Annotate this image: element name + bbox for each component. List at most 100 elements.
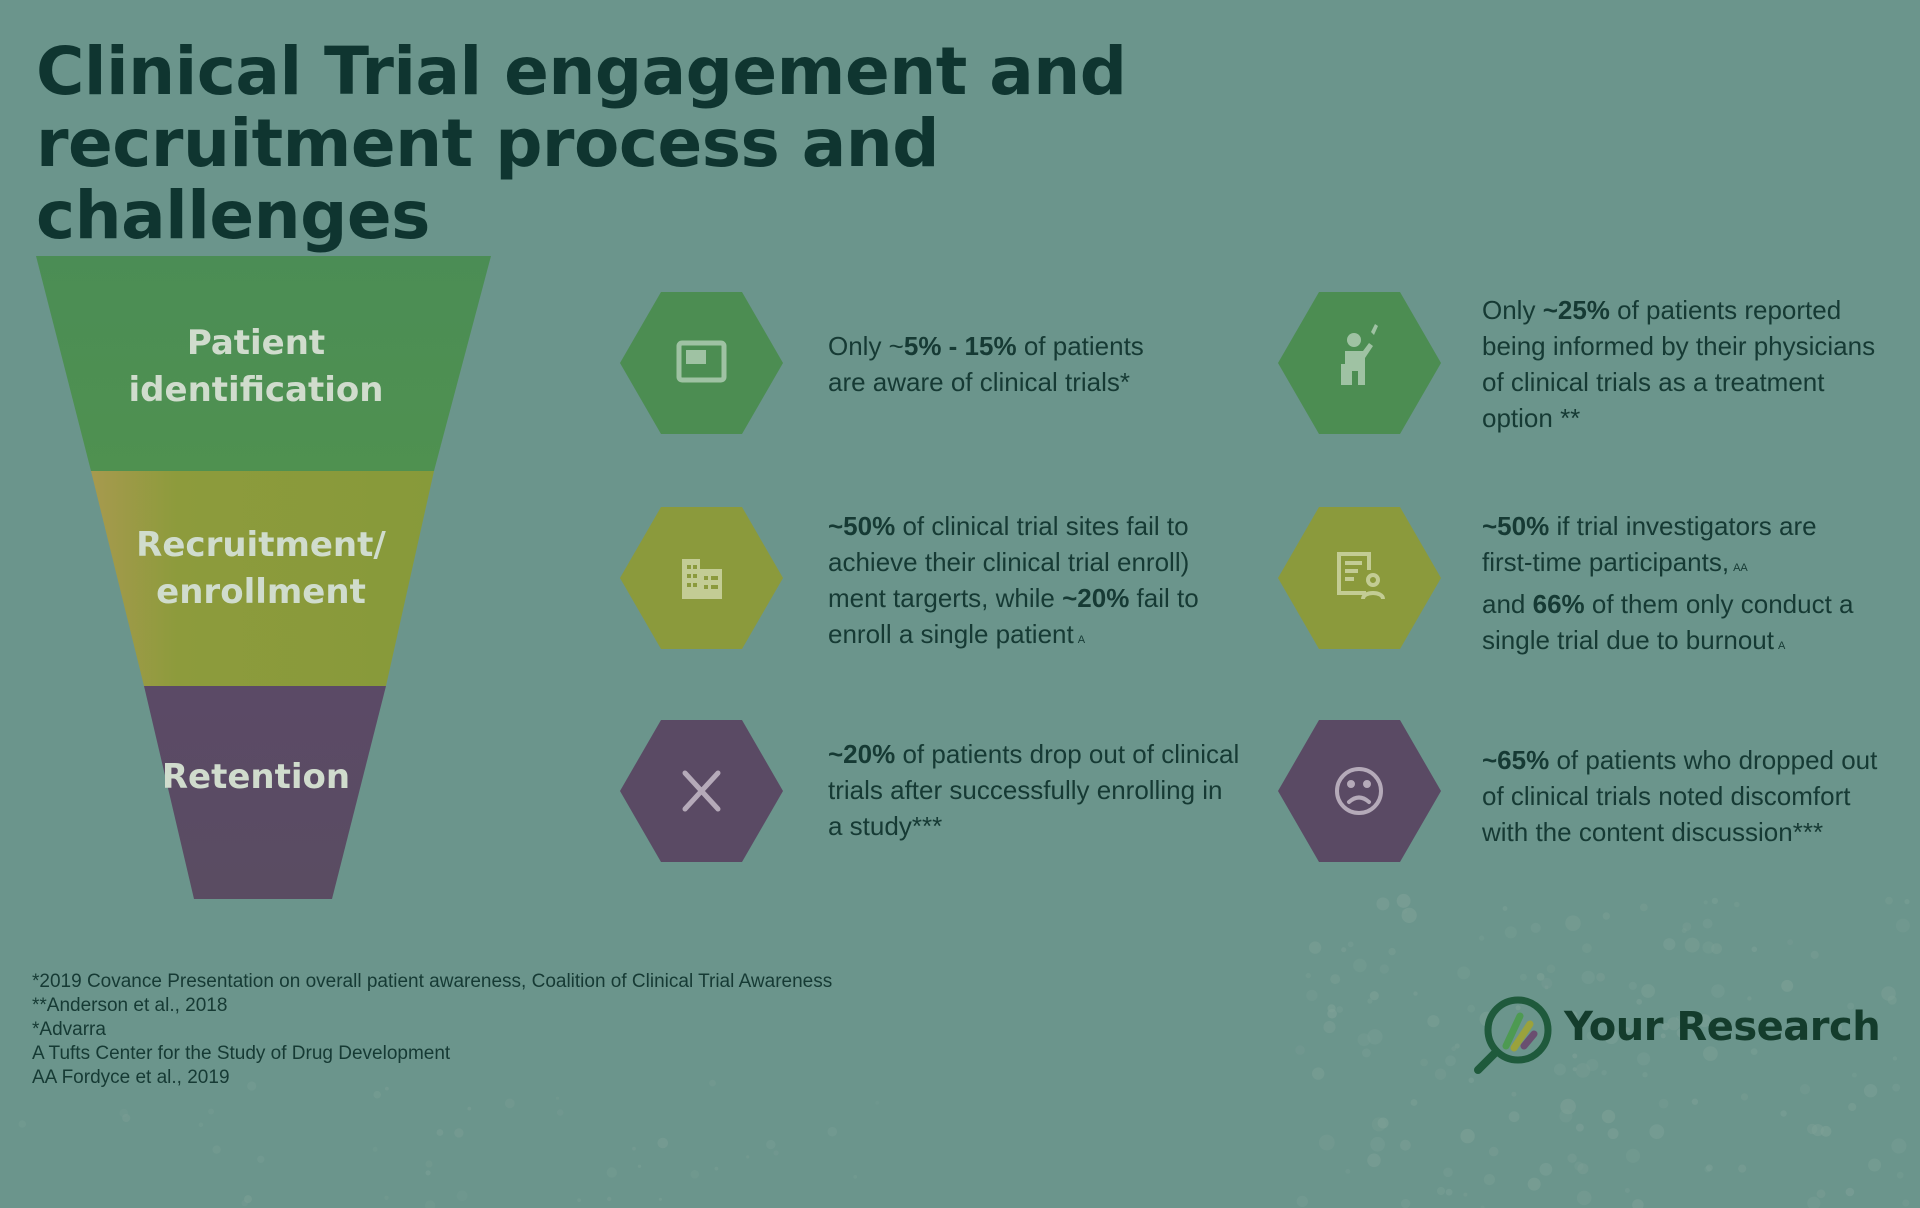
background-dot (632, 1146, 636, 1151)
person-raising-hand-icon (1341, 324, 1378, 385)
background-dot (1451, 1046, 1457, 1052)
funnel-stage-retention (144, 686, 386, 899)
background-dot (1369, 991, 1379, 1001)
background-dot (1577, 1163, 1589, 1175)
background-dot (1649, 1124, 1665, 1139)
background-dot (1370, 1136, 1385, 1152)
stat-discomfort: ~65% of patients who dropped out of clin… (1482, 745, 1878, 847)
background-dot (1519, 973, 1527, 981)
background-dot (18, 1120, 27, 1128)
background-dot (1306, 989, 1318, 1002)
background-dot (1454, 1043, 1460, 1049)
background-dot (606, 1167, 617, 1178)
background-dot (1663, 938, 1676, 951)
background-dot (456, 1190, 468, 1202)
background-dot (746, 1155, 750, 1159)
background-dot (198, 1122, 204, 1128)
hex-sites (620, 507, 783, 649)
background-dot (1596, 972, 1605, 982)
background-dot (1885, 896, 1893, 905)
background-dot (827, 1126, 838, 1137)
background-dot (1445, 1188, 1453, 1196)
background-dot (1296, 1195, 1309, 1208)
title-line-2: recruitment process and challenges (36, 105, 940, 254)
background-dot (1347, 941, 1354, 948)
background-dot (1891, 1138, 1907, 1154)
page-title: Clinical Trial engagement and recruitmen… (36, 36, 1236, 252)
background-dot (1367, 1029, 1383, 1045)
background-dot (1807, 1196, 1821, 1208)
background-dot (1751, 946, 1758, 953)
funnel-label-recruitment: Recruitment/ enrollment (136, 525, 386, 612)
background-dot (241, 1199, 248, 1207)
background-dot (1434, 1068, 1447, 1080)
background-dot (425, 1170, 431, 1176)
background-dot (1601, 1109, 1616, 1124)
background-dot (555, 1096, 560, 1100)
background-dot (1780, 1110, 1787, 1117)
background-dot (1388, 947, 1396, 956)
background-dot (1868, 1158, 1882, 1172)
background-dot (1330, 974, 1341, 985)
background-dot (1904, 899, 1910, 905)
background-dot (208, 1108, 215, 1115)
background-dot (714, 1166, 719, 1171)
hex-awareness (620, 292, 783, 434)
background-dot (607, 1196, 612, 1202)
hex-dropout (620, 720, 783, 862)
background-dot (504, 1098, 515, 1109)
background-dot (373, 1090, 382, 1099)
background-dot (875, 1100, 880, 1105)
background-dot (372, 1146, 378, 1152)
background-dot (1682, 922, 1692, 931)
background-dot (1401, 907, 1417, 924)
background-dot (1413, 991, 1418, 996)
background-dot (773, 1150, 779, 1156)
background-dot (1625, 1148, 1641, 1163)
building-icon (682, 559, 722, 599)
background-dot (1457, 966, 1471, 980)
background-dot (1740, 1093, 1749, 1101)
background-dot (425, 1160, 433, 1168)
background-dot (1312, 1067, 1325, 1080)
background-dot (1632, 1199, 1644, 1208)
sad-face-icon (1335, 767, 1383, 815)
background-dot (1400, 1198, 1411, 1208)
hex-discomfort (1278, 720, 1441, 862)
footnote: **Anderson et al., 2018 (32, 995, 228, 1016)
background-dot (1658, 1098, 1669, 1109)
background-dot (1582, 943, 1592, 954)
background-dot (1807, 1123, 1818, 1135)
background-dot (1546, 964, 1556, 974)
stat-sites: ~50% of clinical trial sites fail to ach… (828, 511, 1199, 649)
background-dot (1357, 1033, 1371, 1047)
background-dot (1703, 900, 1708, 905)
funnel-shape (36, 256, 491, 899)
background-dot (1576, 1190, 1592, 1206)
background-dot (1848, 1102, 1857, 1112)
background-dot (1371, 1117, 1386, 1132)
background-dot (1863, 1084, 1878, 1098)
brand-name: Your Research (1564, 1004, 1881, 1050)
background-dot (1565, 915, 1581, 931)
background-dot (1478, 935, 1485, 941)
background-dot (244, 1195, 252, 1204)
background-dot (1811, 1124, 1824, 1137)
background-dot (1706, 1164, 1713, 1172)
close-x-icon (682, 770, 721, 812)
background-dot (1820, 1125, 1832, 1137)
hex-informed (1278, 292, 1441, 434)
background-dot (1463, 1192, 1468, 1197)
background-dot (1305, 972, 1312, 979)
background-dot (1536, 973, 1545, 981)
background-dot (1436, 1186, 1446, 1196)
background-dot (1402, 909, 1408, 914)
background-dot (1367, 1153, 1381, 1168)
footnote: *Advarra (32, 1019, 106, 1040)
background-dot (1799, 1084, 1811, 1095)
monitor-icon (676, 340, 727, 383)
stat-investigators: ~50% if trial investigators are first-ti… (1482, 511, 1854, 655)
background-dot (1511, 1091, 1517, 1097)
background-dot (436, 1129, 444, 1136)
background-dot (1504, 926, 1517, 939)
